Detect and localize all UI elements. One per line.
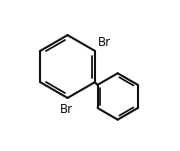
Text: Br: Br — [60, 103, 73, 116]
Text: Br: Br — [98, 36, 111, 49]
